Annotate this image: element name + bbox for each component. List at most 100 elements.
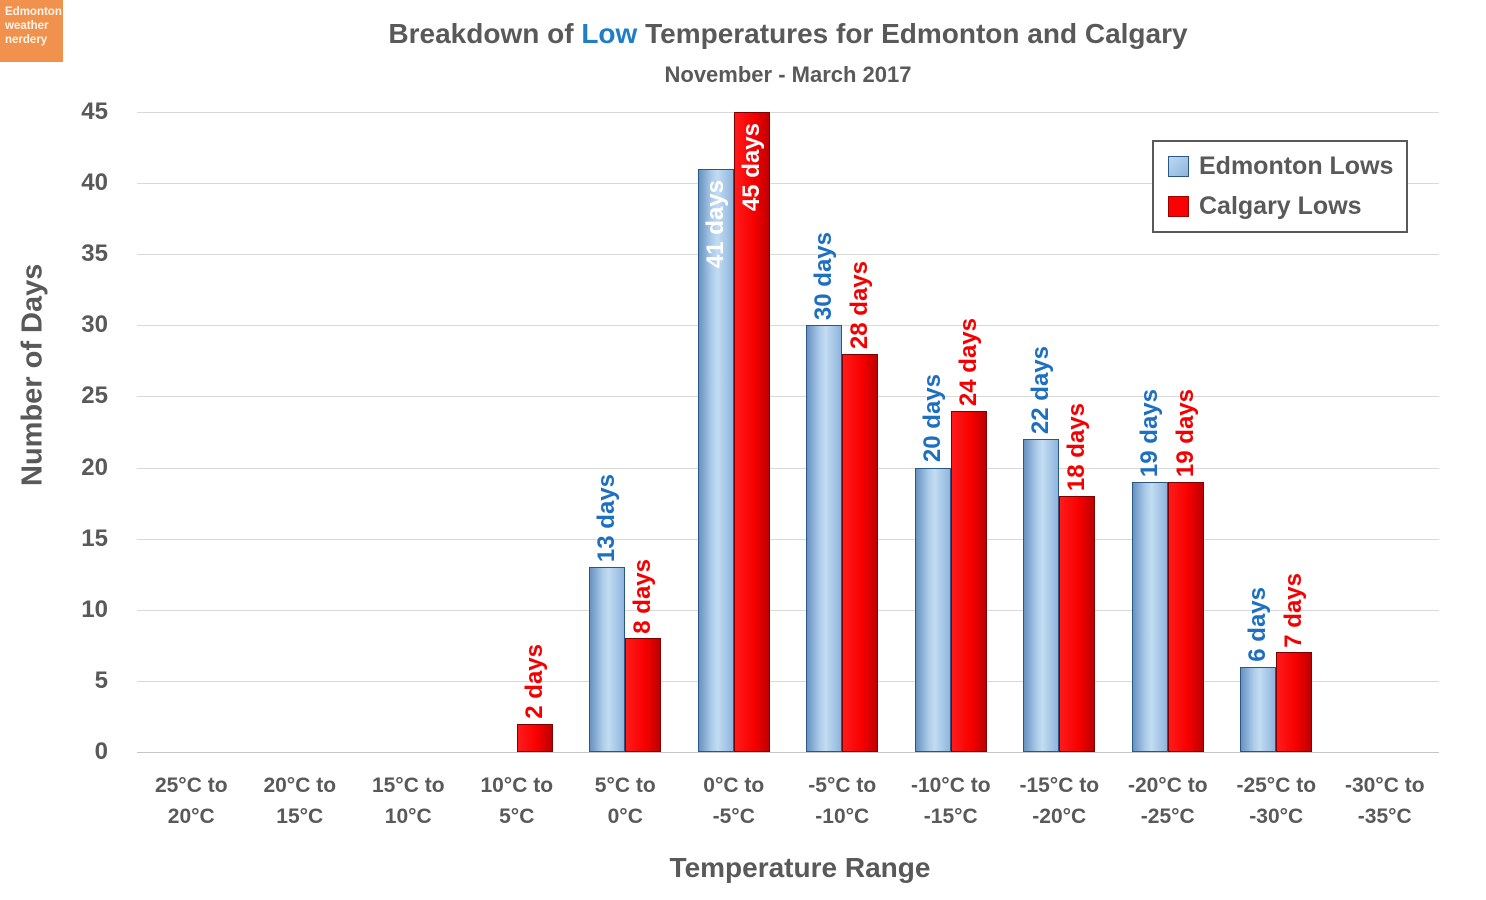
bar-value-label-edmonton-8: 22 days: [1027, 346, 1055, 435]
x-category-line2: -20°C: [1032, 805, 1087, 828]
legend-label-edmonton: Edmonton Lows: [1199, 152, 1394, 181]
gridline-40: [137, 183, 1439, 185]
x-category-line1: 15°C to: [371, 774, 445, 797]
legend-item-calgary: Calgary Lows: [1168, 192, 1406, 221]
gridline-35: [137, 254, 1439, 256]
x-category-line1: 10°C to: [480, 774, 554, 797]
legend-item-edmonton: Edmonton Lows: [1168, 152, 1406, 181]
x-category-line2: 20°C: [167, 805, 215, 828]
x-category-label: 15°C to 10°C: [354, 770, 463, 832]
bar-value-label-edmonton-10: 6 days: [1244, 586, 1272, 662]
bar-edmonton-7: 20 days: [914, 374, 951, 752]
gridline-10: [137, 609, 1439, 611]
y-tick-label-5: 5: [94, 666, 108, 694]
bar-calgary-5: 45 days: [733, 112, 770, 752]
gridline-20: [137, 467, 1439, 469]
x-category-label: -10°C to -15°C: [897, 770, 1006, 832]
gridline-45: [137, 112, 1439, 113]
gridline-30: [137, 325, 1439, 327]
chart-subtitle: November - March 2017: [664, 62, 912, 87]
bar-value-label-edmonton-9: 19 days: [1135, 388, 1163, 477]
logo-line: Edmonton: [5, 6, 62, 18]
bar-calgary-7: 24 days: [950, 318, 987, 752]
bar-value-label-calgary-9: 19 days: [1171, 388, 1199, 477]
x-category-line2: -5°C: [712, 805, 755, 828]
x-category-line1: -10°C to: [910, 774, 991, 797]
bar-value-label-edmonton-4: 13 days: [593, 474, 621, 563]
bar-calgary-3: 2 days: [516, 644, 553, 752]
bar-edmonton-8: 22 days: [1023, 346, 1060, 752]
bar-edmonton-4: 13 days: [589, 474, 626, 752]
x-category-line1: 25°C to: [154, 774, 228, 797]
x-category-line2: 0°C: [607, 805, 643, 828]
y-tick-label-15: 15: [81, 524, 108, 552]
bar-edmonton-6: 30 days: [806, 232, 843, 752]
chart-title: Breakdown of Low Temperatures for Edmont…: [137, 18, 1439, 50]
bar-calgary-10: 7 days: [1276, 573, 1313, 752]
x-category-label: 0°C to -5°C: [680, 770, 789, 832]
bar-value-label-calgary-6: 28 days: [846, 260, 874, 349]
gridline-5: [137, 680, 1439, 682]
bar-value-label-edmonton-7: 20 days: [918, 374, 946, 463]
bar-value-label-calgary-8: 18 days: [1063, 402, 1091, 491]
y-tick-label-35: 35: [81, 240, 108, 268]
chart-title-highlight: Low: [581, 18, 638, 49]
gridline-15: [137, 538, 1439, 540]
x-category-line2: 15°C: [276, 805, 324, 828]
x-category-label: 20°C to 15°C: [246, 770, 355, 832]
x-category-line1: -5°C to: [808, 774, 877, 797]
x-category-line2: -30°C: [1249, 805, 1304, 828]
edmonton-swatch-icon: [1168, 156, 1189, 178]
y-tick-label-0: 0: [94, 738, 108, 765]
x-category-line2: -25°C: [1140, 805, 1195, 828]
x-category-line1: -20°C to: [1127, 774, 1208, 797]
bar-edmonton-10: 6 days: [1240, 587, 1277, 752]
x-category-line2: -10°C: [815, 805, 870, 828]
y-tick-label-30: 30: [81, 311, 108, 339]
bar-value-label-edmonton-5: 41 days: [701, 179, 729, 268]
edmonton-weather-nerdery-logo: Edmonton weather nerdery: [0, 0, 63, 62]
x-category-label: -30°C to -35°C: [1331, 770, 1440, 832]
gridline-25: [137, 396, 1439, 398]
x-category-line2: -15°C: [923, 805, 978, 828]
bar-value-label-calgary-4: 8 days: [629, 558, 657, 634]
x-category-line1: 20°C to: [263, 774, 337, 797]
legend-label-calgary: Calgary Lows: [1199, 191, 1362, 220]
calgary-swatch-icon: [1168, 195, 1189, 217]
y-tick-label-45: 45: [81, 98, 108, 125]
bar-edmonton-5: 41 days: [697, 168, 734, 752]
bar-calgary-4: 8 days: [625, 559, 662, 752]
bar-value-label-calgary-7: 24 days: [954, 317, 982, 406]
logo-line: nerdery: [5, 34, 48, 46]
x-category-line2: 5°C: [499, 805, 535, 828]
x-category-line1: -30°C to: [1344, 774, 1425, 797]
bar-edmonton-9: 19 days: [1131, 389, 1168, 752]
legend: Edmonton Lows Calgary Lows: [1152, 140, 1408, 233]
y-tick-label-25: 25: [81, 382, 108, 410]
x-category-line1: 0°C to: [703, 774, 765, 797]
bar-value-label-calgary-10: 7 days: [1280, 572, 1308, 648]
x-category-line1: -15°C to: [1019, 774, 1100, 797]
x-category-line2: 10°C: [384, 805, 432, 828]
bar-value-label-edmonton-6: 30 days: [810, 232, 838, 321]
x-category-label: 10°C to 5°C: [463, 770, 572, 832]
bar-calgary-8: 18 days: [1059, 403, 1096, 752]
x-category-label: -20°C to -25°C: [1114, 770, 1223, 832]
gridline-0: [137, 752, 1439, 753]
bar-value-label-calgary-5: 45 days: [737, 123, 765, 212]
y-tick-label-20: 20: [81, 453, 108, 481]
bar-calgary-9: 19 days: [1167, 389, 1204, 752]
x-category-line1: 5°C to: [594, 774, 656, 797]
x-category-label: 5°C to 0°C: [571, 770, 680, 832]
bar-value-label-calgary-3: 2 days: [520, 643, 548, 719]
x-category-line2: -35°C: [1357, 805, 1412, 828]
x-axis-title: Temperature Range: [669, 852, 931, 883]
bar-calgary-6: 28 days: [842, 261, 879, 752]
logo-line: weather: [5, 20, 49, 32]
x-category-label: 25°C to 20°C: [137, 770, 246, 832]
x-category-label: -5°C to -10°C: [788, 770, 897, 832]
x-category-label: -15°C to -20°C: [1005, 770, 1114, 832]
y-tick-label-10: 10: [81, 595, 108, 623]
chart-title-prefix: Breakdown of: [388, 18, 582, 49]
